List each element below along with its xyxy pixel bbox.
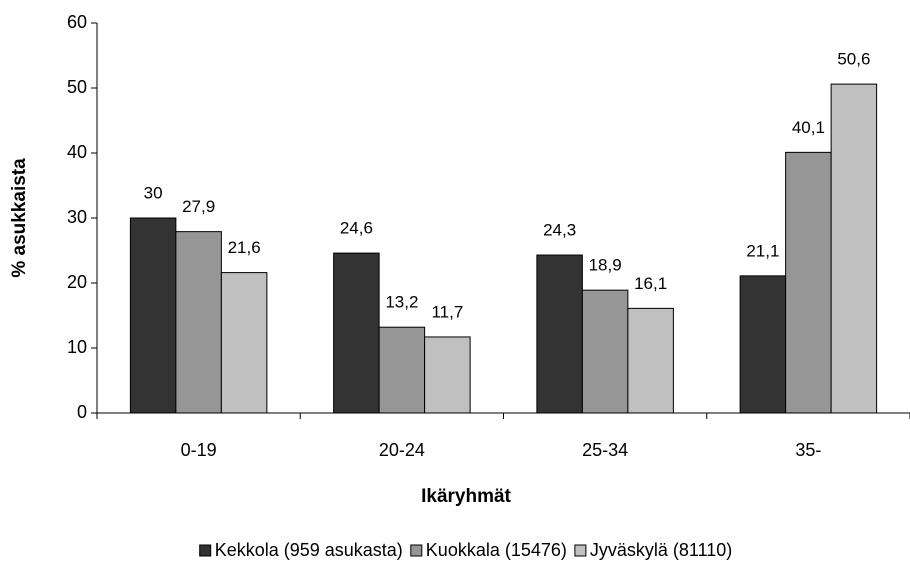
value-label: 30 (144, 183, 163, 202)
bar (627, 307, 674, 414)
legend-label: Kuokkala (15476) (426, 540, 567, 560)
bar (333, 252, 380, 414)
bar (739, 275, 787, 414)
legend-swatch (410, 544, 423, 557)
value-label: 40,1 (792, 118, 825, 137)
y-tick-label: 20 (67, 272, 87, 292)
bar (785, 151, 832, 414)
x-axis-title: Ikäryhmät (421, 486, 511, 507)
y-tick-label: 40 (67, 142, 87, 162)
bar (424, 336, 471, 414)
value-label: 18,9 (589, 256, 622, 275)
x-tick-label: 35- (795, 440, 821, 460)
bar (536, 254, 583, 414)
value-label: 24,3 (543, 221, 576, 240)
value-label: 13,2 (385, 293, 418, 312)
x-tick-label: 0-19 (181, 440, 217, 460)
x-tick-label: 20-24 (379, 440, 425, 460)
y-axis-title: % asukkaista (9, 158, 30, 278)
value-label: 21,1 (746, 241, 779, 260)
bar (378, 326, 426, 414)
value-label: 24,6 (340, 219, 373, 238)
y-tick-label: 50 (67, 77, 87, 97)
legend-label: Kekkola (959 asukasta) (215, 540, 403, 560)
value-label: 11,7 (431, 302, 463, 321)
legend-label: Jyväskylä (81110) (590, 540, 732, 560)
bar (220, 272, 268, 414)
y-tick-label: 60 (67, 12, 87, 32)
value-label: 27,9 (182, 197, 215, 216)
legend-swatch (574, 544, 587, 557)
value-label: 16,1 (634, 274, 667, 293)
y-tick-label: 30 (67, 207, 87, 227)
y-tick-label: 0 (77, 402, 87, 422)
x-tick-label: 25-34 (582, 440, 628, 460)
bar (129, 217, 177, 414)
bar (581, 289, 629, 414)
value-label: 50,6 (837, 50, 870, 69)
legend-swatch (199, 544, 212, 557)
bar (175, 231, 222, 414)
value-label: 21,6 (228, 238, 261, 257)
y-tick-label: 10 (67, 337, 87, 357)
bar (830, 83, 878, 414)
